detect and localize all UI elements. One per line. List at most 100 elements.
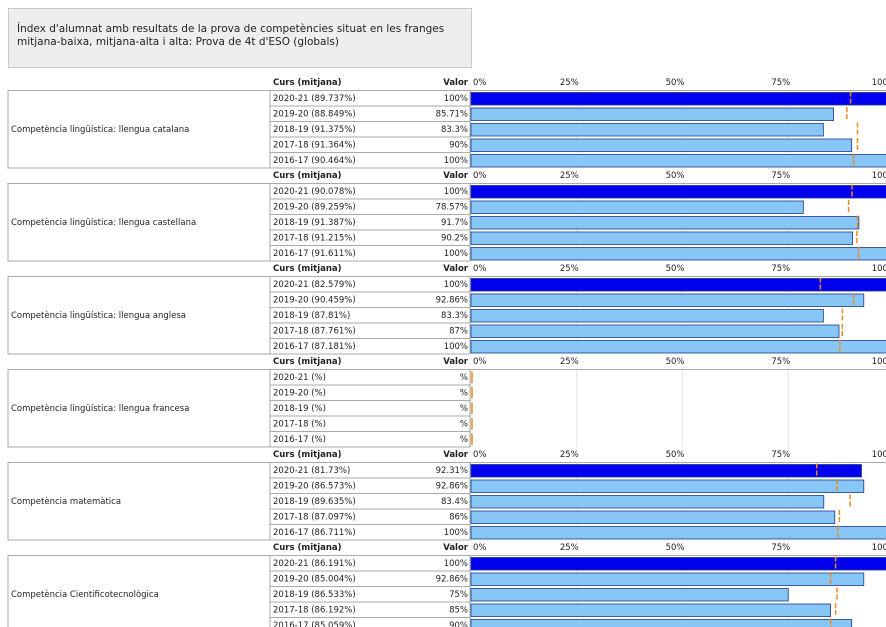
- axis-tick-label: 100%: [872, 171, 886, 181]
- axis-tick-label: 25%: [560, 450, 579, 460]
- axis-tick-label: 50%: [666, 543, 685, 553]
- bar: [470, 138, 853, 152]
- axis-tick-label: 25%: [560, 171, 579, 181]
- header-valor: Valor: [443, 171, 469, 181]
- valor: 100%: [444, 559, 468, 569]
- axis-tick-label: 75%: [771, 171, 790, 181]
- curs: 2019-20 (85.004%): [273, 574, 356, 584]
- curs: 2017-18 (86.192%): [273, 605, 356, 615]
- bar: [470, 247, 886, 261]
- valor: 83.3%: [441, 125, 468, 135]
- axis-tick-label: 75%: [771, 450, 790, 460]
- curs: 2016-17 (%): [273, 435, 326, 445]
- valor: %: [460, 373, 468, 383]
- curs: 2019-20 (89.259%): [273, 202, 356, 212]
- axis-tick-label: 0%: [473, 171, 487, 181]
- axis-tick-label: 50%: [666, 450, 685, 460]
- bar: [470, 216, 860, 230]
- curs: 2020-21 (86.191%): [273, 559, 356, 569]
- axis-tick-label: 100%: [872, 450, 886, 460]
- curs: 2017-18 (91.215%): [273, 233, 356, 243]
- valor: 100%: [444, 280, 468, 290]
- curs: 2016-17 (90.464%): [273, 156, 356, 166]
- curs: 2018-19 (%): [273, 404, 326, 414]
- curs: 2020-21 (%): [273, 373, 326, 383]
- bar: [470, 603, 831, 617]
- header-curs: Curs (mitjana): [273, 171, 342, 181]
- row-cell: [269, 245, 471, 262]
- valor: 90%: [449, 621, 468, 627]
- curs: 2018-19 (91.387%): [273, 218, 356, 228]
- bar: [470, 324, 840, 338]
- header-valor: Valor: [443, 357, 469, 367]
- valor: %: [460, 419, 468, 429]
- group-name: Competència lingüística: llengua frances…: [11, 403, 189, 414]
- valor: 78.57%: [436, 202, 468, 212]
- row-cell: [269, 524, 471, 541]
- valor: 92.31%: [436, 466, 468, 476]
- curs: 2019-20 (%): [273, 388, 326, 398]
- axis-tick-label: 50%: [666, 78, 685, 88]
- header-valor: Valor: [443, 543, 469, 553]
- bar: [470, 572, 865, 586]
- axis-tick-label: 25%: [560, 264, 579, 274]
- axis-tick-label: 75%: [771, 543, 790, 553]
- axis-tick-label: 25%: [560, 78, 579, 88]
- axis-tick-label: 0%: [473, 450, 487, 460]
- axis-tick-label: 0%: [473, 78, 487, 88]
- group-name: Competència matemàtica: [11, 496, 121, 507]
- group-name: Competència lingüística: llengua anglesa: [11, 310, 186, 321]
- axis-tick-label: 100%: [872, 264, 886, 274]
- axis-tick-label: 50%: [666, 171, 685, 181]
- curs: 2020-21 (90.078%): [273, 187, 356, 197]
- bar: [470, 557, 886, 571]
- curs: 2017-18 (91.364%): [273, 140, 356, 150]
- bar: [470, 526, 886, 540]
- axis-tick-label: 0%: [473, 543, 487, 553]
- valor: 92.86%: [436, 295, 468, 305]
- group-name: Competència Cientificotecnològica: [11, 589, 159, 600]
- bar: [470, 309, 824, 323]
- bar: [470, 154, 886, 168]
- curs: 2019-20 (88.849%): [273, 109, 356, 119]
- curs: 2020-21 (81.73%): [273, 466, 350, 476]
- bar: [470, 231, 853, 245]
- valor: 86%: [449, 512, 468, 522]
- axis-tick-label: 100%: [872, 357, 886, 367]
- header-valor: Valor: [443, 78, 469, 88]
- curs: 2018-19 (91.375%): [273, 125, 356, 135]
- valor: 100%: [444, 187, 468, 197]
- valor: %: [460, 404, 468, 414]
- valor: 100%: [444, 156, 468, 166]
- row-cell: [269, 152, 471, 169]
- bar: [470, 92, 886, 106]
- group-name: Competència lingüística: llengua catalan…: [11, 124, 189, 135]
- bar: [470, 107, 834, 121]
- bar: [470, 479, 865, 493]
- curs: 2018-19 (89.635%): [273, 497, 356, 507]
- axis-tick-label: 0%: [473, 264, 487, 274]
- curs: 2016-17 (85.059%): [273, 621, 356, 627]
- header-valor: Valor: [443, 450, 469, 460]
- valor: 91.7%: [441, 218, 468, 228]
- valor: 90%: [449, 140, 468, 150]
- header-valor: Valor: [443, 264, 469, 274]
- bar: [470, 495, 825, 509]
- curs: 2020-21 (82.579%): [273, 280, 356, 290]
- valor: 92.86%: [436, 574, 468, 584]
- curs: 2018-19 (87.81%): [273, 311, 350, 321]
- curs: 2017-18 (87.761%): [273, 326, 356, 336]
- row-cell: [269, 617, 471, 627]
- valor: 100%: [444, 528, 468, 538]
- bar: [470, 293, 865, 307]
- valor: 100%: [444, 94, 468, 104]
- curs: 2020-21 (89.737%): [273, 94, 356, 104]
- curs: 2017-18 (%): [273, 419, 326, 429]
- axis-tick-label: 50%: [666, 357, 685, 367]
- bar: [470, 510, 836, 524]
- valor: 83.4%: [441, 497, 468, 507]
- header-curs: Curs (mitjana): [273, 78, 342, 88]
- bar: [470, 464, 862, 478]
